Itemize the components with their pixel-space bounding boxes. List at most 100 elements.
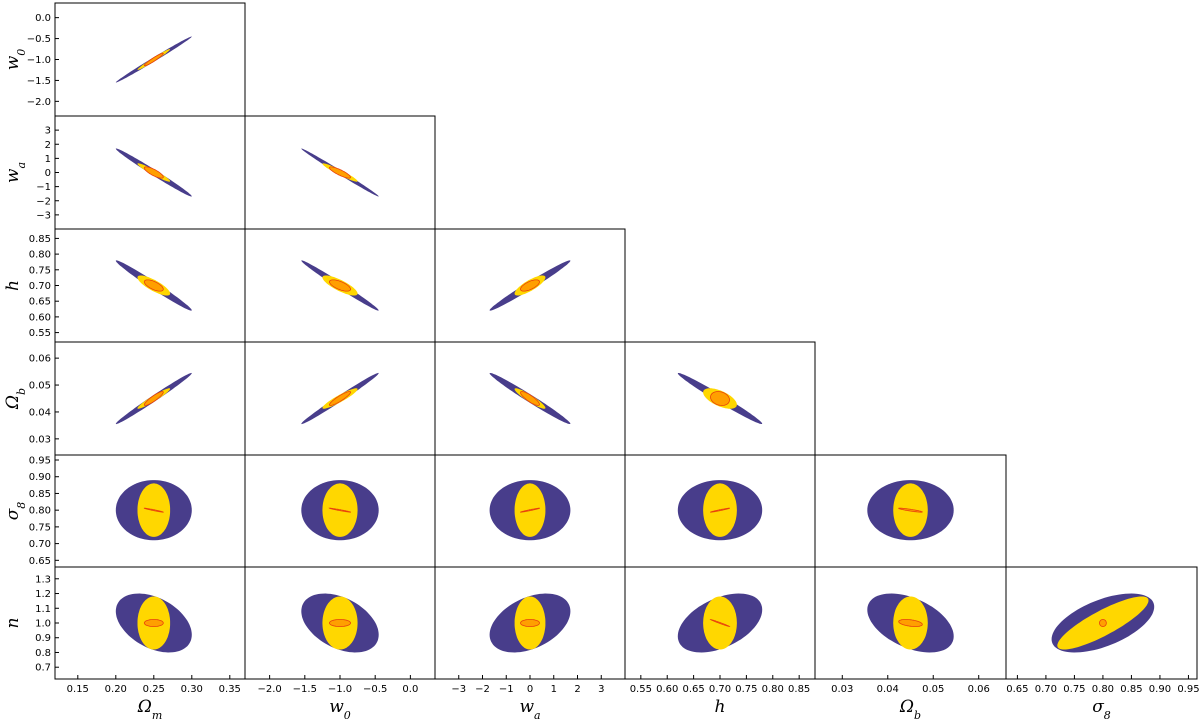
contour-inner-w0-s8 [328,507,351,513]
x-axis-label-wa: wa [519,697,540,719]
x-tick-label-s8: 0.85 [1120,684,1142,695]
panel-h-vs-Ob [624,341,816,456]
panel-h-vs-n: 0.55 0.60 0.65 0.70 0.75 0.80 0.85 [624,566,816,695]
y-tick-label-Ob: 0.06 [29,354,51,365]
x-tick-label-s8: 0.95 [1177,684,1199,695]
x-tick-label-h: 0.85 [788,684,810,695]
panel-w0-vs-n: −2.0 −1.5 −1.0 −0.5 0.0 [244,566,436,695]
contour-inner-Om-h [143,279,164,292]
contour-inner-s8-n [1099,619,1107,627]
y-tick-label-wa: −3 [36,210,51,221]
x-tick-label-wa: 2 [574,684,580,695]
x-tick-label-wa: −1 [499,684,514,695]
y-axis-label-h: h [3,280,23,291]
panel-Om-vs-w0: −2.0 −1.5 −1.0 −0.5 0.0 [27,2,246,117]
panel-wa-vs-h [434,228,626,343]
x-tick-label-wa: 0 [527,684,533,695]
y-axis-label-Ob: Ωb [3,388,28,410]
panel-Om-vs-Ob: 0.03 0.04 0.05 0.06 [29,341,246,456]
contour-inner-Om-n [143,619,164,627]
y-tick-label-s8: 0.85 [29,489,51,500]
y-tick-label-h: 0.60 [29,312,51,323]
x-tick-label-Om: 0.20 [105,684,127,695]
y-tick-label-w0: 0.0 [35,13,51,24]
x-tick-label-h: 0.70 [709,684,731,695]
contour-inner-Ob-s8 [898,507,923,513]
contour-inner-Om-wa [143,166,164,179]
x-tick-label-Om: 0.35 [219,684,241,695]
x-tick-label-wa: 1 [551,684,557,695]
y-tick-label-h: 0.80 [29,250,51,261]
contour-inner-w0-wa [328,166,352,179]
x-tick-label-h: 0.75 [735,684,757,695]
y-tick-label-n: 1.2 [35,589,51,600]
x-axis-label-s8: σ8 [1092,697,1111,719]
panel-h-vs-s8 [624,454,816,568]
panel-w0-vs-h [244,228,436,343]
y-axis-label-w0: w0 [3,49,28,71]
x-axis-label-Om: Ωm [137,697,163,719]
x-tick-label-h: 0.55 [630,684,652,695]
x-tick-label-s8: 0.80 [1092,684,1114,695]
y-tick-label-n: 1.1 [35,604,51,615]
x-tick-label-h: 0.80 [762,684,784,695]
y-tick-label-s8: 0.95 [29,456,51,467]
y-tick-label-Ob: 0.03 [29,434,51,445]
x-tick-label-Om: 0.15 [67,684,89,695]
y-tick-label-h: 0.85 [29,234,51,245]
y-tick-label-s8: 0.80 [29,506,51,517]
contour-inner-wa-h [520,279,540,292]
contour-inner-wa-s8 [519,507,540,513]
y-axis-label-n: n [3,618,23,629]
x-axis-label-h: h [715,697,726,717]
panel-w0-vs-wa [244,115,436,230]
panel-Om-vs-n: 0.7 0.8 0.9 1.0 1.1 1.2 1.3 0.15 0.20 0.25 0.30 0.3… [35,566,246,695]
y-tick-label-wa: 1 [45,154,51,165]
x-tick-label-wa: 3 [598,684,604,695]
contour-inner-Om-Ob [143,391,164,406]
contour-inner-wa-n [520,619,540,627]
contour-inner-h-n [709,619,731,627]
x-tick-label-Ob: 0.06 [968,684,990,695]
y-tick-label-s8: 0.90 [29,472,51,483]
x-tick-label-s8: 0.75 [1063,684,1085,695]
y-tick-label-h: 0.65 [29,297,51,308]
y-tick-label-wa: −1 [36,182,51,193]
panel-w0-vs-Ob [244,341,436,456]
y-tick-label-h: 0.75 [29,265,51,276]
x-tick-label-Ob: 0.05 [922,684,944,695]
y-tick-label-h: 0.55 [29,328,51,339]
y-tick-label-s8: 0.65 [29,556,51,567]
x-tick-label-w0: −0.5 [363,684,387,695]
x-tick-label-Ob: 0.04 [877,684,899,695]
x-tick-label-w0: −2.0 [257,684,281,695]
panel-wa-vs-s8 [434,454,626,568]
y-tick-label-s8: 0.75 [29,522,51,533]
panel-Om-vs-h: 0.55 0.60 0.65 0.70 0.75 0.80 0.85 [29,228,246,343]
y-tick-label-wa: −2 [36,196,51,207]
x-tick-label-s8: 0.65 [1006,684,1028,695]
y-axis-label-wa: wa [3,162,28,183]
panel-Ob-vs-n: 0.03 0.04 0.05 0.06 [814,566,1007,695]
contour-inner-wa-Ob [520,391,540,406]
contour-inner-w0-Ob [328,391,352,406]
y-tick-label-w0: −2.0 [27,97,51,108]
x-tick-label-w0: −1.0 [328,684,352,695]
x-tick-label-wa: −3 [451,684,466,695]
contour-inner-Om-s8 [143,507,164,513]
x-tick-label-s8: 0.70 [1035,684,1057,695]
panel-frame [1005,566,1198,680]
panel-wa-vs-n: −3 −2 −1 0 1 2 3 [434,566,626,695]
contour-inner-Om-w0 [143,52,164,67]
contour-inner-h-s8 [709,507,730,513]
y-tick-label-wa: 2 [45,140,51,151]
y-tick-label-w0: −0.5 [27,34,51,45]
panel-s8-vs-n: 0.65 0.70 0.75 0.80 0.85 0.90 0.95 [1005,566,1200,695]
y-tick-label-Ob: 0.04 [29,407,51,418]
y-tick-label-w0: −1.5 [27,76,51,87]
y-tick-label-n: 0.8 [35,648,51,659]
x-tick-label-w0: 0.0 [402,684,418,695]
x-axis-label-w0: w0 [329,697,351,719]
contour-inner-w0-h [328,279,352,292]
